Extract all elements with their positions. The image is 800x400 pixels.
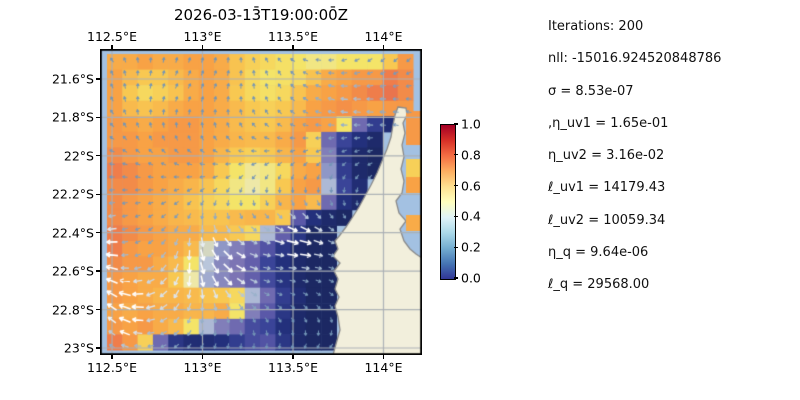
x-tick-mark-bottom	[111, 355, 113, 359]
y-tick-label: 22.2°S	[51, 186, 94, 202]
x-tick-label-bottom: 113°E	[183, 360, 222, 375]
colorbar-tick-label: 0.4	[461, 208, 481, 224]
stat-eta-q: η_q = 9.64e-06	[548, 245, 649, 261]
stat-sigma: σ = 8.53e-07	[548, 83, 634, 99]
y-tick-label: 22.4°S	[51, 225, 94, 241]
y-tick-mark	[96, 193, 100, 195]
colorbar-tick-mark	[454, 246, 458, 248]
x-tick-mark-top	[382, 45, 385, 49]
stats-panel: Iterations: 200 nll: -15016.924520848786…	[548, 20, 721, 311]
x-tick-mark-top	[201, 45, 204, 49]
x-tick-mark-bottom	[382, 355, 385, 359]
y-tick-mark	[96, 308, 100, 311]
colorbar-tick-mark	[454, 185, 458, 187]
colorbar-tick-mark	[454, 277, 458, 279]
x-tick-label-bottom: 114°E	[364, 360, 403, 375]
stat-ell-q: ℓ_q = 29568.00	[548, 277, 650, 293]
stat-eta-uv2: η_uv2 = 3.16e-02	[548, 148, 665, 164]
x-tick-label-bottom: 112.5°E	[87, 360, 137, 375]
y-tick-label: 22.8°S	[51, 302, 94, 318]
colorbar-tick-label: 0.8	[461, 147, 481, 163]
y-tick-label: 22.6°S	[51, 263, 94, 279]
colorbar-tick-label: 0.6	[461, 178, 481, 194]
x-tick-label-top: 113.5°E	[268, 29, 318, 44]
y-tick-label: 22°S	[63, 148, 94, 164]
y-tick-mark	[96, 78, 100, 80]
x-tick-mark-bottom	[201, 355, 204, 359]
colorbar-tick-mark	[454, 215, 458, 217]
y-tick-mark	[96, 347, 100, 349]
y-tick-mark	[96, 116, 100, 118]
colorbar-tick-label: 0.2	[461, 239, 481, 255]
x-tick-mark-bottom	[292, 355, 294, 359]
y-tick-label: 23°S	[63, 340, 94, 356]
stat-eta-uv1: ,η_uv1 = 1.65e-01	[548, 115, 669, 131]
y-tick-mark	[96, 232, 100, 234]
colorbar	[440, 124, 456, 280]
x-tick-mark-top	[292, 45, 294, 49]
stat-nll: nll: -15016.924520848786	[548, 51, 722, 67]
colorbar-tick-label: 1.0	[461, 116, 481, 132]
y-tick-label: 21.6°S	[51, 71, 94, 87]
colorbar-tick-mark	[454, 123, 458, 125]
y-tick-mark	[96, 270, 100, 272]
stat-ell-uv1: ℓ_uv1 = 14179.43	[548, 180, 666, 196]
map-canvas	[100, 49, 422, 355]
x-tick-label-top: 112.5°E	[87, 29, 137, 44]
stat-iterations: Iterations: 200	[548, 19, 644, 34]
stat-ell-uv2: ℓ_uv2 = 10059.34	[548, 212, 666, 228]
colorbar-tick-label: 0.0	[461, 270, 481, 286]
x-tick-label-bottom: 113.5°E	[268, 360, 318, 375]
y-tick-mark	[96, 155, 100, 157]
x-tick-label-top: 113°E	[183, 29, 222, 44]
x-tick-label-top: 114°E	[364, 29, 403, 44]
colorbar-tick-mark	[454, 154, 458, 156]
x-tick-mark-top	[111, 45, 113, 49]
y-tick-label: 21.8°S	[51, 109, 94, 125]
plot-title: 2026-03-13̄T19:00:00̄Z	[174, 6, 348, 24]
